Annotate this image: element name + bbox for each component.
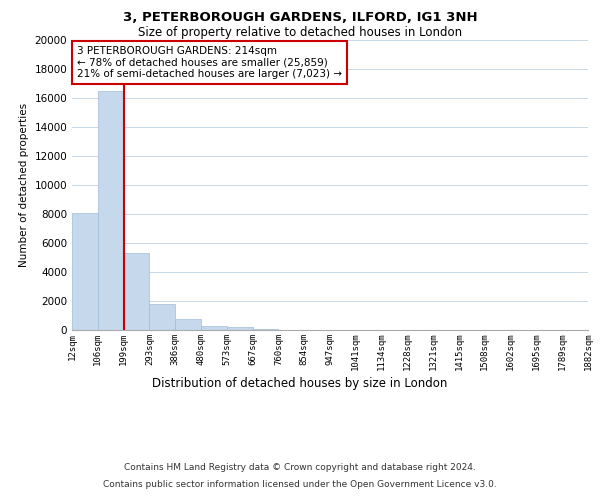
Bar xyxy=(227,327,253,330)
Text: Size of property relative to detached houses in London: Size of property relative to detached ho… xyxy=(138,26,462,39)
Text: 3, PETERBOROUGH GARDENS, ILFORD, IG1 3NH: 3, PETERBOROUGH GARDENS, ILFORD, IG1 3NH xyxy=(122,11,478,24)
Bar xyxy=(124,253,149,330)
Y-axis label: Number of detached properties: Number of detached properties xyxy=(19,103,29,267)
Text: Contains HM Land Registry data © Crown copyright and database right 2024.: Contains HM Land Registry data © Crown c… xyxy=(124,464,476,472)
Text: Distribution of detached houses by size in London: Distribution of detached houses by size … xyxy=(152,378,448,390)
Bar xyxy=(253,328,278,330)
Bar xyxy=(72,212,98,330)
Bar xyxy=(175,319,201,330)
Text: Contains public sector information licensed under the Open Government Licence v3: Contains public sector information licen… xyxy=(103,480,497,489)
Bar xyxy=(98,91,124,330)
Bar xyxy=(149,304,175,330)
Text: 3 PETERBOROUGH GARDENS: 214sqm
← 78% of detached houses are smaller (25,859)
21%: 3 PETERBOROUGH GARDENS: 214sqm ← 78% of … xyxy=(77,46,342,79)
Bar xyxy=(201,326,227,330)
